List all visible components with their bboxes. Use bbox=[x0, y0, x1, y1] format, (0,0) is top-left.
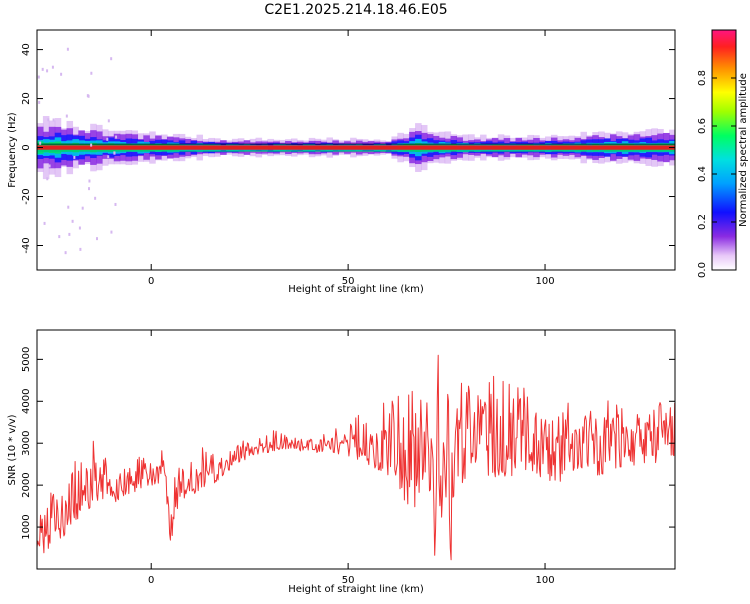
spectrogram-speckle bbox=[47, 118, 50, 122]
snr-ytick-label: 1000 bbox=[21, 514, 32, 539]
spectrogram-axes: 0 50 100 -40 -20 0 20 40 bbox=[21, 30, 675, 287]
spectrogram-ytick-label: 40 bbox=[21, 43, 32, 56]
spectrogram-xlabel: Height of straight line (km) bbox=[288, 284, 424, 295]
snr-xtick-label: 50 bbox=[342, 575, 355, 586]
snr-xlabel: Height of straight line (km) bbox=[288, 584, 424, 595]
spectrogram-speckle bbox=[37, 75, 40, 79]
snr-panel: 0 50 100 1000 2000 3000 4000 5000 Height of str… bbox=[7, 329, 676, 595]
spectrogram-speckle bbox=[95, 237, 98, 241]
colorbar-tick-label: 0.4 bbox=[697, 166, 708, 182]
colorbar-tick-label: 0.8 bbox=[697, 70, 708, 86]
spectrogram-speckle bbox=[51, 65, 54, 69]
spectrogram-speckle bbox=[65, 114, 68, 118]
spectrogram-speckle bbox=[46, 69, 49, 73]
spectrogram-speckle bbox=[73, 155, 76, 159]
spectrogram-speckle bbox=[67, 205, 70, 209]
spectrogram-speckle bbox=[48, 164, 51, 168]
spectrogram-frame bbox=[36, 29, 676, 271]
spectrogram-speckle bbox=[38, 100, 41, 104]
snr-xtick-label: 0 bbox=[148, 575, 154, 586]
spectrogram-speckle bbox=[46, 177, 49, 181]
spectrogram-panel: 0 50 100 -40 -20 0 20 40 Height of straight lin… bbox=[7, 29, 676, 295]
spectrogram-ytick-label: 0 bbox=[21, 144, 32, 150]
spectrogram-speckle bbox=[64, 251, 67, 255]
snr-xtick-label: 100 bbox=[535, 575, 554, 586]
snr-line bbox=[37, 354, 675, 561]
figure-title: C2E1.2025.214.18.46.E05 bbox=[264, 2, 447, 18]
snr-ytick-label: 5000 bbox=[21, 347, 32, 372]
colorbar-tick-label: 0.6 bbox=[697, 118, 708, 134]
spectrogram-speckle bbox=[79, 247, 82, 251]
spectrogram-speckle bbox=[88, 179, 91, 183]
spectrogram-speckle bbox=[78, 226, 81, 230]
colorbar-label: Normalized spectral amplitude bbox=[738, 73, 749, 227]
snr-ytick-label: 3000 bbox=[21, 430, 32, 455]
snr-ytick-label: 2000 bbox=[21, 472, 32, 497]
spectrogram-speckle bbox=[71, 219, 74, 223]
spectrogram-speckle bbox=[88, 187, 91, 191]
spectrogram-ytick-label: -20 bbox=[21, 188, 32, 204]
spectrogram-speckle bbox=[52, 118, 55, 122]
spectrogram-speckle bbox=[107, 155, 110, 159]
spectrogram-speckle bbox=[41, 67, 44, 71]
colorbar-tick-label: 0.0 bbox=[697, 262, 708, 278]
spectrogram-speckle bbox=[68, 232, 71, 236]
spectrogram-speckle bbox=[39, 141, 42, 145]
colorbar: 0.0 0.2 0.4 0.6 0.8 Normalized spectral ampl… bbox=[697, 29, 749, 278]
spectrogram-speckle bbox=[60, 72, 63, 76]
spectrogram-ytick-label: 20 bbox=[21, 92, 32, 105]
snr-ylabel: SNR (10 * v/v) bbox=[7, 414, 18, 485]
spectrogram-speckle bbox=[113, 151, 116, 155]
spectrogram-speckle bbox=[86, 94, 89, 98]
colorbar-tick-label: 0.2 bbox=[697, 214, 708, 230]
spectrogram-speckle bbox=[90, 71, 93, 75]
spectrogram-speckle bbox=[110, 230, 113, 234]
colorbar-gradient bbox=[711, 29, 737, 271]
spectrogram-speckle bbox=[66, 47, 69, 51]
spectrogram-speckle bbox=[43, 221, 46, 225]
spectrogram-speckle bbox=[81, 206, 84, 210]
spectrogram-speckle bbox=[115, 135, 118, 139]
spectrogram-peak-line bbox=[37, 145, 675, 150]
snr-frame bbox=[36, 329, 676, 570]
spectrogram-speckle bbox=[58, 235, 61, 239]
snr-axes: 0 50 100 1000 2000 3000 4000 5000 bbox=[21, 330, 675, 586]
spectrogram-ylabel: Frequency (Hz) bbox=[7, 112, 18, 188]
spectrogram-speckle bbox=[114, 202, 117, 206]
spectrogram-speckle bbox=[110, 57, 113, 61]
spectrogram-speckle bbox=[90, 143, 93, 147]
spectrogram-speckle bbox=[107, 119, 110, 123]
spectrogram-xtick-label: 0 bbox=[148, 276, 154, 287]
spectrogram-speckle bbox=[106, 137, 109, 141]
spectrogram-speckle bbox=[94, 196, 97, 200]
colorbar-ticks: 0.0 0.2 0.4 0.6 0.8 bbox=[697, 70, 736, 278]
snr-ytick-label: 4000 bbox=[21, 389, 32, 414]
spectrogram-ytick-label: -40 bbox=[21, 237, 32, 253]
spectrogram-xtick-label: 100 bbox=[535, 276, 554, 287]
spectrogram-xtick-label: 50 bbox=[342, 276, 355, 287]
snr-series bbox=[37, 354, 675, 561]
